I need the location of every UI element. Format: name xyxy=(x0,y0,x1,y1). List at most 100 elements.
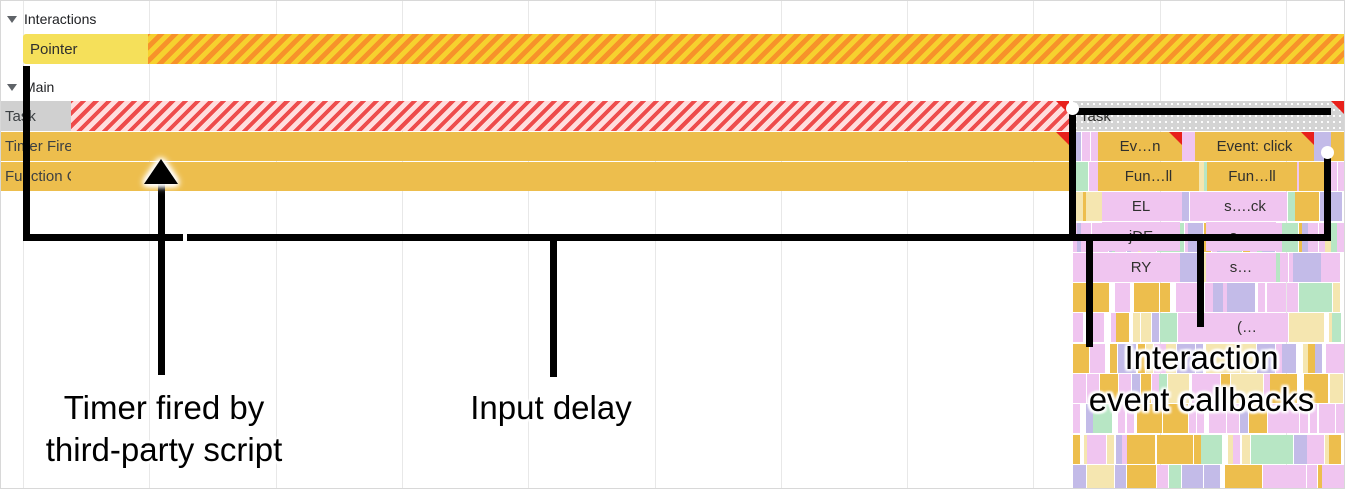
flame-bar[interactable] xyxy=(1190,192,1210,221)
flame-bar[interactable] xyxy=(1300,435,1307,464)
flame-bar[interactable] xyxy=(1080,253,1091,282)
flame-bar[interactable] xyxy=(1268,404,1299,433)
flame-bar[interactable] xyxy=(1251,435,1293,464)
flame-bar[interactable] xyxy=(1163,404,1188,433)
flame-bar[interactable] xyxy=(1299,283,1332,312)
flame-bar[interactable] xyxy=(1111,313,1118,342)
flame-bar[interactable] xyxy=(1225,465,1262,488)
triangle-down-icon[interactable] xyxy=(7,15,17,23)
flame-bar[interactable] xyxy=(1192,374,1220,403)
flame-bar[interactable] xyxy=(1233,435,1240,464)
flame-bar[interactable] xyxy=(1258,283,1265,312)
flame-bar[interactable] xyxy=(1329,435,1341,464)
flame-bar-el-tail[interactable] xyxy=(1295,192,1319,221)
flame-bar[interactable] xyxy=(1082,132,1090,161)
flame-bar[interactable] xyxy=(1285,344,1296,373)
flame-bar[interactable] xyxy=(1196,344,1203,373)
flame-bar[interactable] xyxy=(1073,374,1086,403)
flame-bar[interactable] xyxy=(1177,344,1195,373)
flame-bar[interactable] xyxy=(1294,435,1301,464)
flame-bar[interactable] xyxy=(1090,344,1105,373)
flame-bar[interactable] xyxy=(1304,374,1328,403)
flame-bar[interactable] xyxy=(1276,344,1283,373)
flame-bar[interactable] xyxy=(1202,253,1209,282)
flame-bar[interactable] xyxy=(1267,283,1286,312)
flame-bar[interactable] xyxy=(1300,404,1308,433)
flame-bar[interactable] xyxy=(1228,435,1235,464)
flame-bar-paren[interactable]: (… xyxy=(1206,313,1288,342)
flame-bar[interactable] xyxy=(1157,465,1168,488)
flame-bar[interactable] xyxy=(1291,283,1298,312)
flame-bar[interactable] xyxy=(1152,313,1159,342)
flame-bar[interactable] xyxy=(1122,435,1129,464)
flame-bar[interactable] xyxy=(1264,374,1271,403)
flame-bar-event-short[interactable]: Ev…n xyxy=(1098,132,1182,161)
flame-bar[interactable] xyxy=(1328,253,1336,282)
flame-bar[interactable] xyxy=(1116,435,1123,464)
flame-bar[interactable] xyxy=(1322,253,1329,282)
interaction-bar-pointer-pending[interactable] xyxy=(148,34,1344,64)
flame-bar-event-click[interactable]: Event: click xyxy=(1195,132,1314,161)
flame-bar[interactable] xyxy=(1332,313,1341,342)
flame-bar[interactable] xyxy=(1338,162,1344,191)
flame-bar-s-ck[interactable]: s….ck xyxy=(1206,192,1284,221)
flame-bar-el[interactable]: EL xyxy=(1102,192,1180,221)
flame-bar-function-call-1[interactable]: Fun…ll xyxy=(1098,162,1199,191)
flame-bar[interactable] xyxy=(1289,253,1296,282)
flame-bar[interactable] xyxy=(1089,162,1096,191)
flame-bar[interactable] xyxy=(1087,374,1099,403)
flame-bar[interactable] xyxy=(1182,465,1203,488)
flame-bar[interactable] xyxy=(1234,283,1255,312)
flame-bar[interactable] xyxy=(1118,404,1125,433)
flame-bar[interactable] xyxy=(1073,253,1080,282)
flame-bar[interactable] xyxy=(1179,253,1201,282)
main-bar-timer-fired[interactable] xyxy=(23,132,1069,161)
flame-bar[interactable] xyxy=(1227,283,1234,312)
flame-bar[interactable] xyxy=(1303,344,1310,373)
flame-bar[interactable] xyxy=(1119,374,1131,403)
flame-bar[interactable] xyxy=(1073,465,1086,488)
track-header-interactions[interactable]: Interactions xyxy=(1,9,96,29)
flame-bar[interactable] xyxy=(1100,374,1118,403)
flame-bar[interactable] xyxy=(1118,344,1136,373)
flame-bar[interactable] xyxy=(1134,283,1159,312)
flame-bar[interactable] xyxy=(1138,344,1145,373)
flame-bar[interactable] xyxy=(1160,313,1177,342)
flame-bar[interactable] xyxy=(1160,283,1170,312)
flame-bar[interactable] xyxy=(1166,344,1176,373)
flame-bar[interactable] xyxy=(1137,404,1162,433)
flame-bar[interactable] xyxy=(1115,283,1130,312)
flame-bar[interactable] xyxy=(1159,374,1167,403)
flame-bar[interactable] xyxy=(1133,313,1140,342)
flame-bar[interactable] xyxy=(1169,465,1181,488)
main-bar-task-long[interactable] xyxy=(23,101,1069,131)
flame-bar[interactable] xyxy=(1308,344,1315,373)
flame-bar[interactable] xyxy=(1107,435,1114,464)
flame-bar[interactable] xyxy=(1231,374,1263,403)
flame-bar[interactable] xyxy=(1257,344,1275,373)
flame-bar[interactable] xyxy=(1204,465,1220,488)
flame-bar[interactable] xyxy=(1110,344,1117,373)
flame-bar-ry[interactable]: RY xyxy=(1102,253,1180,282)
flame-bar[interactable] xyxy=(1263,465,1306,488)
flame-bar[interactable] xyxy=(1076,192,1083,221)
flame-bar[interactable] xyxy=(1159,344,1166,373)
flame-bar[interactable] xyxy=(1331,223,1338,252)
interaction-bar-pointer[interactable]: Pointer xyxy=(23,34,148,64)
track-header-main[interactable]: Main xyxy=(1,77,54,97)
flame-bar[interactable] xyxy=(1116,313,1129,342)
flame-bar[interactable] xyxy=(1073,404,1080,433)
flame-bar[interactable] xyxy=(1336,404,1344,433)
flame-bar[interactable] xyxy=(1178,313,1185,342)
flame-bar[interactable] xyxy=(1141,374,1151,403)
flame-bar[interactable] xyxy=(1199,162,1206,191)
flame-bar[interactable] xyxy=(1194,435,1201,464)
flame-bar[interactable] xyxy=(1141,313,1151,342)
flame-bar[interactable] xyxy=(1201,435,1222,464)
flame-bar[interactable] xyxy=(1132,374,1140,403)
flame-bar[interactable] xyxy=(1287,283,1294,312)
main-bar-function-call[interactable] xyxy=(23,162,1069,191)
flame-bar[interactable] xyxy=(1127,404,1134,433)
flame-bar[interactable] xyxy=(1326,344,1344,373)
flame-bar[interactable] xyxy=(1337,223,1344,252)
